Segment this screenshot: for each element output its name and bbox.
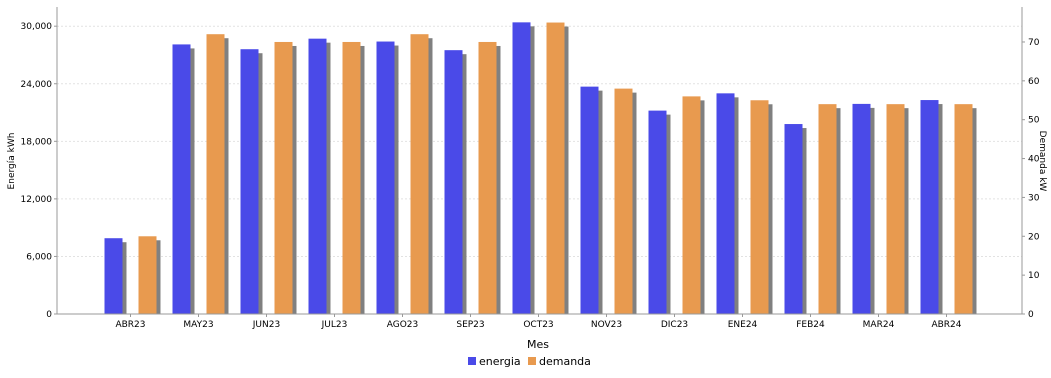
y2-tick-label: 70	[1028, 38, 1040, 48]
bar-demanda	[547, 23, 565, 314]
y2-tick-label: 10	[1028, 271, 1040, 281]
bar-demanda	[683, 96, 701, 314]
x-tick-label: JUL23	[321, 320, 348, 330]
x-tick-label: DIC23	[661, 320, 688, 330]
x-tick-label: NOV23	[591, 320, 622, 330]
x-axis-title: Mes	[527, 338, 549, 351]
y2-axis-title: Demanda kW	[1037, 131, 1047, 192]
bar-demanda	[275, 42, 293, 314]
x-tick-label: SEP23	[456, 320, 484, 330]
legend-label: demanda	[539, 355, 591, 368]
y2-tick-label: 0	[1028, 310, 1034, 320]
bar-energia	[513, 22, 531, 314]
bar-demanda	[411, 34, 429, 314]
bar-demanda	[139, 236, 157, 314]
bar-demanda	[819, 104, 837, 314]
bar-energia	[921, 100, 939, 314]
x-tick-label: AGO23	[387, 320, 419, 330]
y2-tick-label: 20	[1028, 232, 1040, 242]
y2-tick-label: 30	[1028, 193, 1040, 203]
bar-energia	[717, 93, 735, 314]
bar-energia	[105, 238, 123, 314]
y-tick-label: 6,000	[26, 252, 52, 262]
bar-energia	[853, 104, 871, 314]
legend: energia demanda	[468, 355, 591, 368]
bar-energia	[309, 39, 327, 314]
bar-demanda	[343, 42, 361, 314]
x-tick-label: JUN23	[252, 320, 280, 330]
x-tick-label: MAR24	[863, 320, 895, 330]
bar-demanda	[207, 34, 225, 314]
bar-energia	[581, 87, 599, 314]
bar-energia	[445, 50, 463, 314]
bar-demanda	[887, 104, 905, 314]
bar-demanda	[479, 42, 497, 314]
bar-demanda	[751, 100, 769, 314]
legend-label: energia	[479, 355, 521, 368]
x-tick-label: MAY23	[183, 320, 213, 330]
y-tick-label: 18,000	[21, 137, 53, 147]
bar-energia	[241, 49, 259, 314]
x-tick-label: OCT23	[523, 320, 553, 330]
bar-energia	[173, 44, 191, 314]
plot-area	[57, 7, 1022, 314]
bar-demanda	[955, 104, 973, 314]
y2-tick-label: 60	[1028, 77, 1040, 87]
bar-energia	[785, 124, 803, 314]
bar-energia	[377, 42, 395, 314]
bar-demanda	[615, 89, 633, 314]
legend-swatch	[528, 357, 536, 365]
x-tick-label: ABR24	[931, 320, 961, 330]
y-tick-label: 24,000	[21, 80, 53, 90]
x-tick-label: FEB24	[796, 320, 825, 330]
grid-layer	[57, 7, 1022, 314]
x-tick-label: ABR23	[115, 320, 145, 330]
bar-energia	[649, 111, 667, 314]
y-axis-title: Energía kWh	[7, 133, 17, 190]
legend-swatch	[468, 357, 476, 365]
y-tick-label: 12,000	[21, 195, 53, 205]
y2-tick-label: 50	[1028, 116, 1040, 126]
y-tick-label: 30,000	[21, 22, 53, 32]
y-tick-label: 0	[46, 310, 52, 320]
x-tick-label: ENE24	[728, 320, 758, 330]
